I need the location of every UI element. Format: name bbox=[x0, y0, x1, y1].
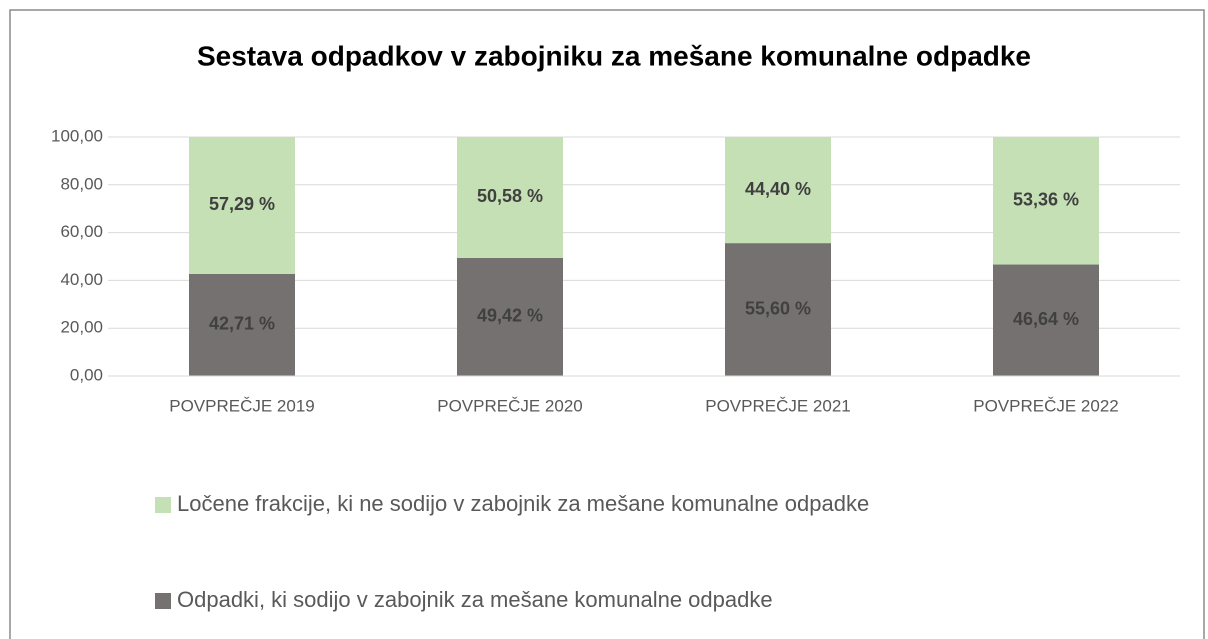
bar-segment bbox=[189, 273, 295, 376]
data-label: 55,60 % bbox=[745, 298, 811, 318]
y-tick-label: 0,00 bbox=[70, 365, 103, 384]
legend-swatch bbox=[155, 593, 171, 609]
bar-segment bbox=[457, 137, 563, 258]
y-tick-label: 60,00 bbox=[60, 222, 103, 241]
bar-segment bbox=[457, 257, 563, 376]
data-label: 53,36 % bbox=[1013, 190, 1079, 210]
x-tick-label: POVPREČJE 2021 bbox=[705, 396, 851, 415]
bar-segment bbox=[993, 264, 1099, 376]
bar-segment bbox=[189, 137, 295, 274]
chart-title: Sestava odpadkov v zabojniku za mešane k… bbox=[197, 40, 1031, 71]
legend-label: Ločene frakcije, ki ne sodijo v zabojnik… bbox=[177, 491, 869, 516]
legend-swatch bbox=[155, 497, 171, 513]
bar-segment bbox=[725, 243, 831, 376]
x-tick-label: POVPREČJE 2019 bbox=[169, 396, 315, 415]
y-tick-label: 100,00 bbox=[51, 126, 103, 145]
bar-segment bbox=[993, 137, 1099, 265]
data-label: 46,64 % bbox=[1013, 309, 1079, 329]
legend-label: Odpadki, ki sodijo v zabojnik za mešane … bbox=[177, 587, 773, 612]
x-tick-label: POVPREČJE 2022 bbox=[973, 396, 1119, 415]
y-tick-label: 40,00 bbox=[60, 270, 103, 289]
data-label: 42,71 % bbox=[209, 314, 275, 334]
y-tick-label: 80,00 bbox=[60, 174, 103, 193]
data-label: 50,58 % bbox=[477, 186, 543, 206]
data-label: 57,29 % bbox=[209, 194, 275, 214]
data-label: 44,40 % bbox=[745, 179, 811, 199]
data-label: 49,42 % bbox=[477, 306, 543, 326]
y-tick-label: 20,00 bbox=[60, 318, 103, 337]
bar-segment bbox=[725, 137, 831, 244]
x-tick-label: POVPREČJE 2020 bbox=[437, 396, 583, 415]
